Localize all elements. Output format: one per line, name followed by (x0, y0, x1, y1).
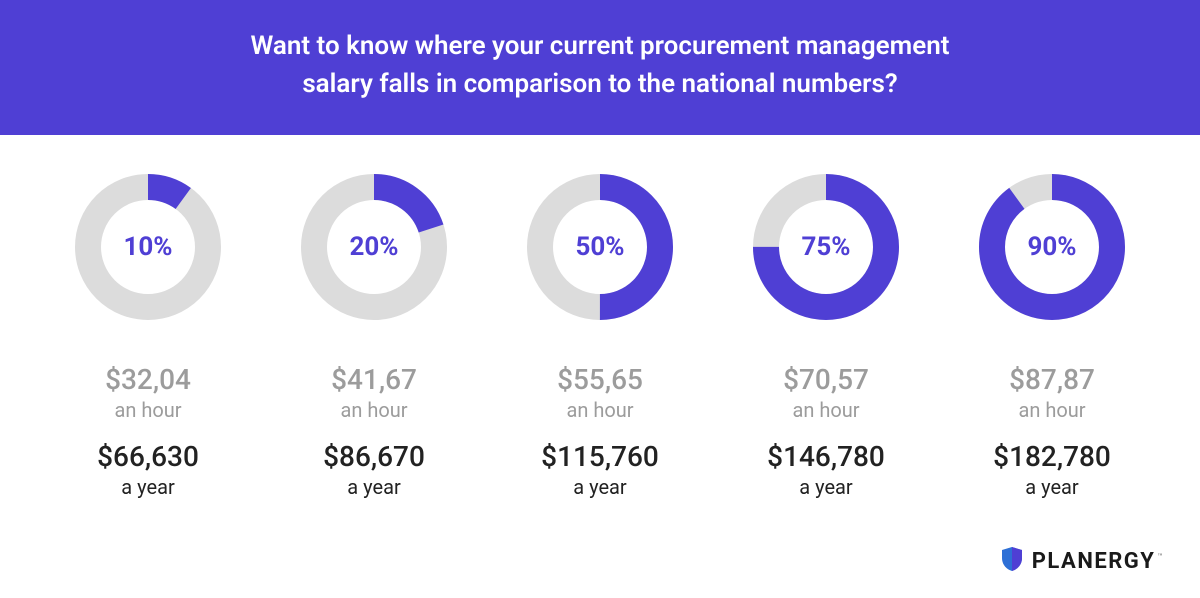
hourly-block: $32,04an hour (105, 363, 191, 422)
donut-percentage-label: 75% (746, 167, 906, 327)
shield-icon (1000, 546, 1024, 576)
yearly-amount: $66,630 (97, 440, 199, 473)
yearly-unit: a year (993, 475, 1111, 499)
header-line-2: salary falls in comparison to the nation… (40, 66, 1160, 104)
hourly-rate: $41,67 (331, 363, 417, 396)
donut-percentage-label: 10% (68, 167, 228, 327)
donut-percentage-label: 90% (972, 167, 1132, 327)
donut-percentage-label: 50% (520, 167, 680, 327)
yearly-amount: $146,780 (767, 440, 885, 473)
hourly-block: $41,67an hour (331, 363, 417, 422)
percentile-column: 75% $70,57an hour $146,780a year (718, 167, 934, 499)
brand-name: PLANERGY™ (1032, 549, 1164, 574)
yearly-amount: $115,760 (541, 440, 659, 473)
percentile-column: 50% $55,65an hour $115,760a year (492, 167, 708, 499)
yearly-unit: a year (323, 475, 425, 499)
yearly-block: $66,630a year (97, 440, 199, 499)
hourly-rate: $87,87 (1009, 363, 1095, 396)
header-line-1: Want to know where your current procurem… (40, 28, 1160, 66)
yearly-amount: $182,780 (993, 440, 1111, 473)
percentile-column: 20% $41,67an hour $86,670a year (266, 167, 482, 499)
hourly-block: $55,65an hour (557, 363, 643, 422)
hourly-block: $70,57an hour (783, 363, 869, 422)
yearly-unit: a year (541, 475, 659, 499)
donut-chart: 75% (746, 167, 906, 327)
header-banner: Want to know where your current procurem… (0, 0, 1200, 135)
percentile-column: 10% $32,04an hour $66,630a year (40, 167, 256, 499)
charts-row: 10%$32,04an hour$66,630a year20%$41,67an… (0, 135, 1200, 499)
hourly-unit: an hour (331, 398, 417, 422)
hourly-rate: $32,04 (105, 363, 191, 396)
brand-footer: PLANERGY™ (1000, 546, 1164, 576)
donut-chart: 50% (520, 167, 680, 327)
donut-chart: 10% (68, 167, 228, 327)
hourly-unit: an hour (783, 398, 869, 422)
donut-chart: 90% (972, 167, 1132, 327)
hourly-unit: an hour (557, 398, 643, 422)
yearly-unit: a year (97, 475, 199, 499)
percentile-column: 90% $87,87an hour $182,780a year (944, 167, 1160, 499)
hourly-block: $87,87an hour (1009, 363, 1095, 422)
yearly-block: $86,670a year (323, 440, 425, 499)
yearly-block: $146,780a year (767, 440, 885, 499)
yearly-amount: $86,670 (323, 440, 425, 473)
yearly-block: $182,780a year (993, 440, 1111, 499)
yearly-unit: a year (767, 475, 885, 499)
donut-percentage-label: 20% (294, 167, 454, 327)
hourly-rate: $70,57 (783, 363, 869, 396)
hourly-unit: an hour (1009, 398, 1095, 422)
yearly-block: $115,760a year (541, 440, 659, 499)
hourly-unit: an hour (105, 398, 191, 422)
donut-chart: 20% (294, 167, 454, 327)
hourly-rate: $55,65 (557, 363, 643, 396)
